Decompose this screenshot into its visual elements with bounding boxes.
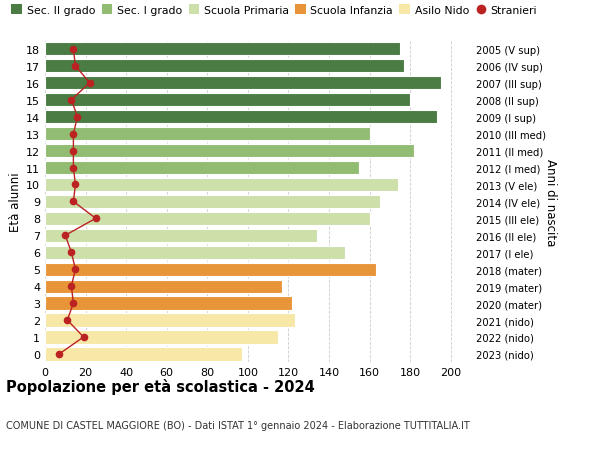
Bar <box>45 246 345 259</box>
Bar <box>45 196 380 208</box>
Y-axis label: Anni di nascita: Anni di nascita <box>544 158 557 246</box>
Bar <box>45 43 400 56</box>
Bar <box>45 94 410 107</box>
Bar <box>45 347 242 361</box>
Bar <box>45 229 317 242</box>
Bar <box>45 128 370 141</box>
Bar <box>45 297 292 310</box>
Legend: Sec. II grado, Sec. I grado, Scuola Primaria, Scuola Infanzia, Asilo Nido, Stran: Sec. II grado, Sec. I grado, Scuola Prim… <box>11 6 537 16</box>
Bar <box>45 145 414 158</box>
Bar <box>45 314 295 327</box>
Y-axis label: Età alunni: Età alunni <box>9 172 22 232</box>
Bar <box>45 162 359 175</box>
Bar <box>45 60 404 73</box>
Bar <box>45 77 440 90</box>
Bar <box>45 330 278 344</box>
Bar <box>45 263 376 276</box>
Bar <box>45 179 398 192</box>
Bar <box>45 280 283 293</box>
Text: Popolazione per età scolastica - 2024: Popolazione per età scolastica - 2024 <box>6 379 315 395</box>
Bar <box>45 212 370 225</box>
Bar <box>45 111 437 124</box>
Text: COMUNE DI CASTEL MAGGIORE (BO) - Dati ISTAT 1° gennaio 2024 - Elaborazione TUTTI: COMUNE DI CASTEL MAGGIORE (BO) - Dati IS… <box>6 420 470 430</box>
